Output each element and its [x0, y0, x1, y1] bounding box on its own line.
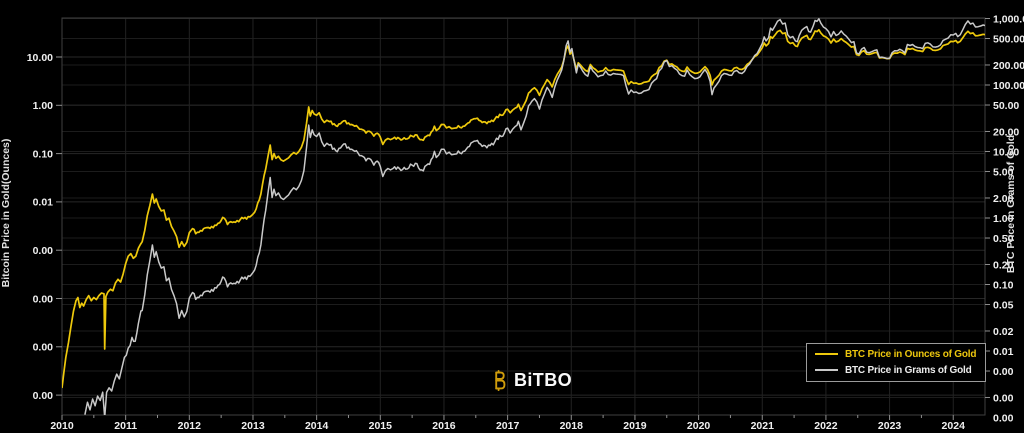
brand-logo: BiTBO	[492, 370, 572, 391]
plot-frame	[61, 17, 986, 416]
btc-ounces-line[interactable]	[62, 28, 985, 389]
left-axis-labels: 10.00 1.00 0.10 0.01 0.00 0.00 0.00 0.00	[27, 52, 53, 402]
svg-text:1,000.0: 1,000.0	[993, 13, 1024, 25]
svg-text:10.00: 10.00	[27, 52, 53, 64]
right-axis-gridlines	[62, 18, 985, 398]
svg-text:0.50: 0.50	[993, 233, 1014, 245]
svg-text:2019: 2019	[623, 420, 647, 432]
svg-text:2024: 2024	[942, 420, 966, 432]
svg-text:1.00: 1.00	[33, 100, 54, 112]
btc-grams-line[interactable]	[84, 18, 985, 418]
svg-text:10.00: 10.00	[993, 146, 1019, 158]
svg-text:2017: 2017	[496, 420, 520, 432]
svg-text:2015: 2015	[369, 420, 393, 432]
svg-text:0.00: 0.00	[993, 366, 1014, 378]
svg-text:0.20: 0.20	[993, 259, 1014, 271]
grams-line-swatch	[815, 369, 838, 371]
svg-text:0.01: 0.01	[33, 197, 54, 209]
svg-text:2013: 2013	[241, 420, 265, 432]
left-axis-title: Bitcoin Price in Gold(Ounces)	[0, 139, 12, 288]
svg-text:0.00: 0.00	[993, 412, 1014, 424]
svg-text:2022: 2022	[814, 420, 838, 432]
svg-text:0.10: 0.10	[993, 279, 1014, 291]
bitcoin-b-icon	[495, 370, 506, 391]
svg-text:0.00: 0.00	[33, 342, 54, 354]
x-axis-year-labels: 2010 2011 2012 2013 2014 2015 2016 2017 2018 2019…	[50, 420, 965, 432]
svg-text:0.00: 0.00	[33, 293, 54, 305]
legend: BTC Price in Ounces of Gold BTC Price in…	[806, 343, 987, 382]
legend-label-grams: BTC Price in Grams of Gold	[845, 364, 972, 376]
legend-item-ounces[interactable]: BTC Price in Ounces of Gold	[815, 347, 976, 361]
svg-text:0.02: 0.02	[993, 326, 1014, 338]
svg-text:0.01: 0.01	[993, 346, 1014, 358]
svg-text:2018: 2018	[560, 420, 584, 432]
svg-text:0.00: 0.00	[33, 390, 54, 402]
svg-text:50.00: 50.00	[993, 100, 1019, 112]
svg-text:2020: 2020	[687, 420, 711, 432]
svg-text:1.00: 1.00	[993, 213, 1014, 225]
svg-text:2014: 2014	[305, 420, 329, 432]
legend-item-grams[interactable]: BTC Price in Grams of Gold	[815, 363, 976, 377]
svg-text:200.00: 200.00	[993, 60, 1024, 72]
svg-text:2021: 2021	[751, 420, 775, 432]
right-axis-title: BTC Price in Grams of Gold	[1005, 135, 1017, 273]
svg-text:2016: 2016	[432, 420, 456, 432]
svg-text:500.00: 500.00	[993, 33, 1024, 45]
svg-text:2.00: 2.00	[993, 193, 1014, 205]
svg-text:0.05: 0.05	[993, 299, 1014, 311]
svg-text:100.00: 100.00	[993, 80, 1024, 92]
svg-text:2010: 2010	[50, 420, 74, 432]
svg-text:0.10: 0.10	[33, 148, 54, 160]
svg-text:5.00: 5.00	[993, 166, 1014, 178]
brand-name: BiTBO	[514, 370, 572, 390]
svg-text:20.00: 20.00	[993, 126, 1019, 138]
legend-label-ounces: BTC Price in Ounces of Gold	[845, 348, 977, 360]
svg-text:0.00: 0.00	[993, 392, 1014, 404]
axis-ticks	[56, 18, 990, 420]
right-axis-labels: 1,000.0 500.00 200.00 100.00 50.00 20.00 10.00…	[993, 13, 1024, 424]
svg-text:2012: 2012	[178, 420, 202, 432]
svg-text:2023: 2023	[878, 420, 902, 432]
svg-text:2011: 2011	[114, 420, 137, 432]
svg-text:0.00: 0.00	[33, 245, 54, 257]
ounces-line-swatch	[815, 353, 838, 355]
